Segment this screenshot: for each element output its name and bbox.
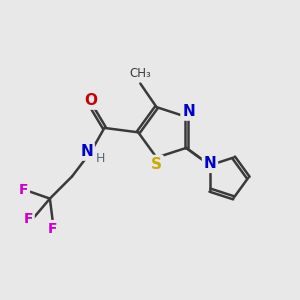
Text: F: F: [48, 222, 58, 236]
Text: N: N: [182, 104, 195, 119]
Text: CH₃: CH₃: [130, 67, 151, 80]
Text: S: S: [151, 157, 162, 172]
Text: F: F: [19, 183, 28, 197]
Text: N: N: [80, 144, 93, 159]
Text: H: H: [96, 152, 105, 165]
Text: O: O: [85, 93, 98, 108]
Text: N: N: [204, 156, 216, 171]
Text: F: F: [24, 212, 33, 226]
